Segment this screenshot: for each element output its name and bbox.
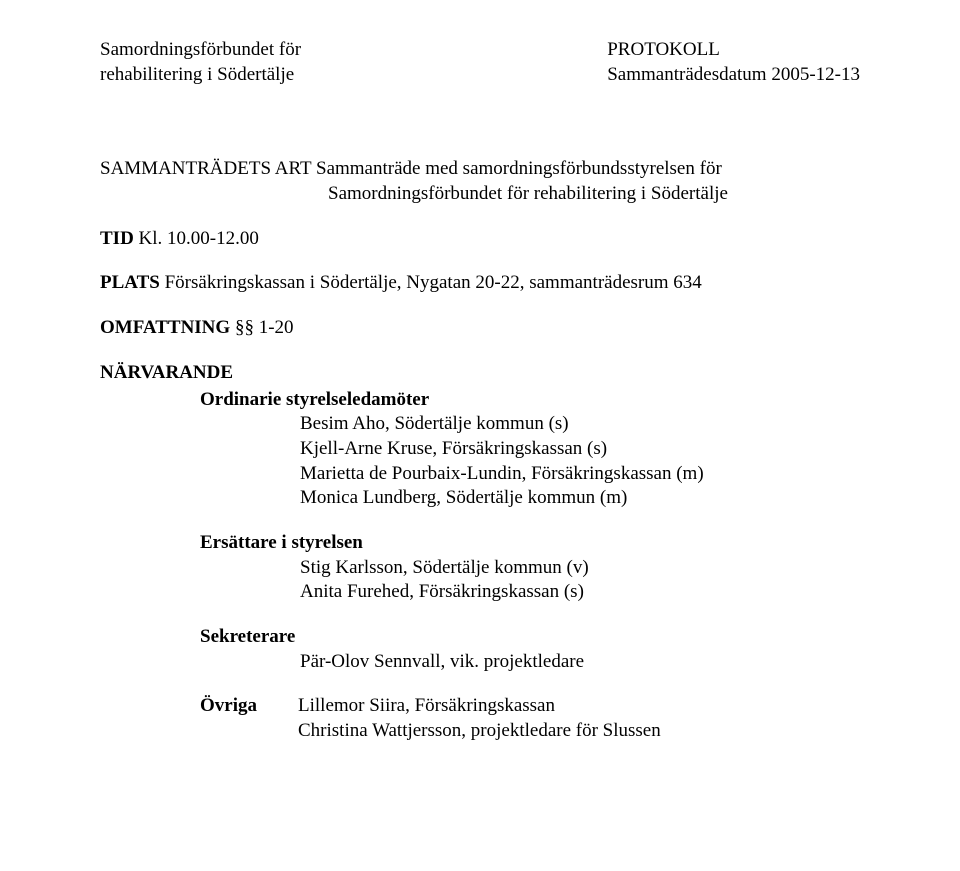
org-line-2: rehabilitering i Södertälje: [100, 63, 301, 88]
header-left: Samordningsförbundet för rehabilitering …: [100, 38, 301, 87]
omfattning-label: OMFATTNING: [100, 317, 230, 338]
ordinarie-title: Ordinarie styrelseledamöter: [100, 388, 880, 413]
ovriga-member: Christina Wattjersson, projektledare för…: [298, 719, 880, 744]
ersattare-group: Ersättare i styrelsen Stig Karlsson, Söd…: [100, 531, 880, 605]
page: Samordningsförbundet för rehabilitering …: [0, 0, 960, 804]
ovriga-group: Övriga Lillemor Siira, Försäkringskassan…: [100, 694, 880, 743]
ersattare-title: Ersättare i styrelsen: [100, 531, 880, 556]
ovriga-content: Lillemor Siira, Försäkringskassan Christ…: [298, 694, 880, 743]
tid-block: TID Kl. 10.00-12.00: [100, 227, 880, 252]
org-line-1: Samordningsförbundet för: [100, 38, 301, 63]
ovriga-title: Övriga: [200, 694, 270, 743]
ersattare-member: Anita Furehed, Försäkringskassan (s): [100, 580, 880, 605]
meeting-art-block: SAMMANTRÄDETS ART Sammanträde med samord…: [100, 157, 880, 206]
ordinarie-member: Kjell-Arne Kruse, Försäkringskassan (s): [100, 437, 880, 462]
ordinarie-member: Monica Lundberg, Södertälje kommun (m): [100, 486, 880, 511]
tid-value: Kl. 10.00-12.00: [139, 228, 259, 249]
sekreterare-member: Pär-Olov Sennvall, vik. projektledare: [100, 650, 880, 675]
tid-label: TID: [100, 228, 134, 249]
ovriga-member: Lillemor Siira, Försäkringskassan: [298, 694, 880, 719]
header-right: PROTOKOLL Sammanträdesdatum 2005-12-13: [607, 38, 860, 87]
narvarande-block: NÄRVARANDE Ordinarie styrelseledamöter B…: [100, 361, 880, 744]
omfattning-block: OMFATTNING §§ 1-20: [100, 316, 880, 341]
ordinarie-group: Ordinarie styrelseledamöter Besim Aho, S…: [100, 388, 880, 511]
meeting-date: Sammanträdesdatum 2005-12-13: [607, 63, 860, 88]
ordinarie-member: Marietta de Pourbaix-Lundin, Försäkrings…: [100, 462, 880, 487]
art-line1: Sammanträde med samordningsförbundsstyre…: [316, 158, 722, 179]
art-line2: Samordningsförbundet för rehabilitering …: [100, 182, 880, 207]
document-header: Samordningsförbundet för rehabilitering …: [100, 38, 880, 87]
plats-value: Försäkringskassan i Södertälje, Nygatan …: [165, 272, 702, 293]
sekreterare-title: Sekreterare: [100, 625, 880, 650]
plats-block: PLATS Försäkringskassan i Södertälje, Ny…: [100, 271, 880, 296]
ordinarie-member: Besim Aho, Södertälje kommun (s): [100, 412, 880, 437]
ersattare-member: Stig Karlsson, Södertälje kommun (v): [100, 556, 880, 581]
sekreterare-group: Sekreterare Pär-Olov Sennvall, vik. proj…: [100, 625, 880, 674]
narvarande-label: NÄRVARANDE: [100, 361, 880, 386]
art-label: SAMMANTRÄDETS ART: [100, 158, 311, 179]
omfattning-value: §§ 1-20: [235, 317, 294, 338]
plats-label: PLATS: [100, 272, 160, 293]
doc-type: PROTOKOLL: [607, 38, 860, 63]
